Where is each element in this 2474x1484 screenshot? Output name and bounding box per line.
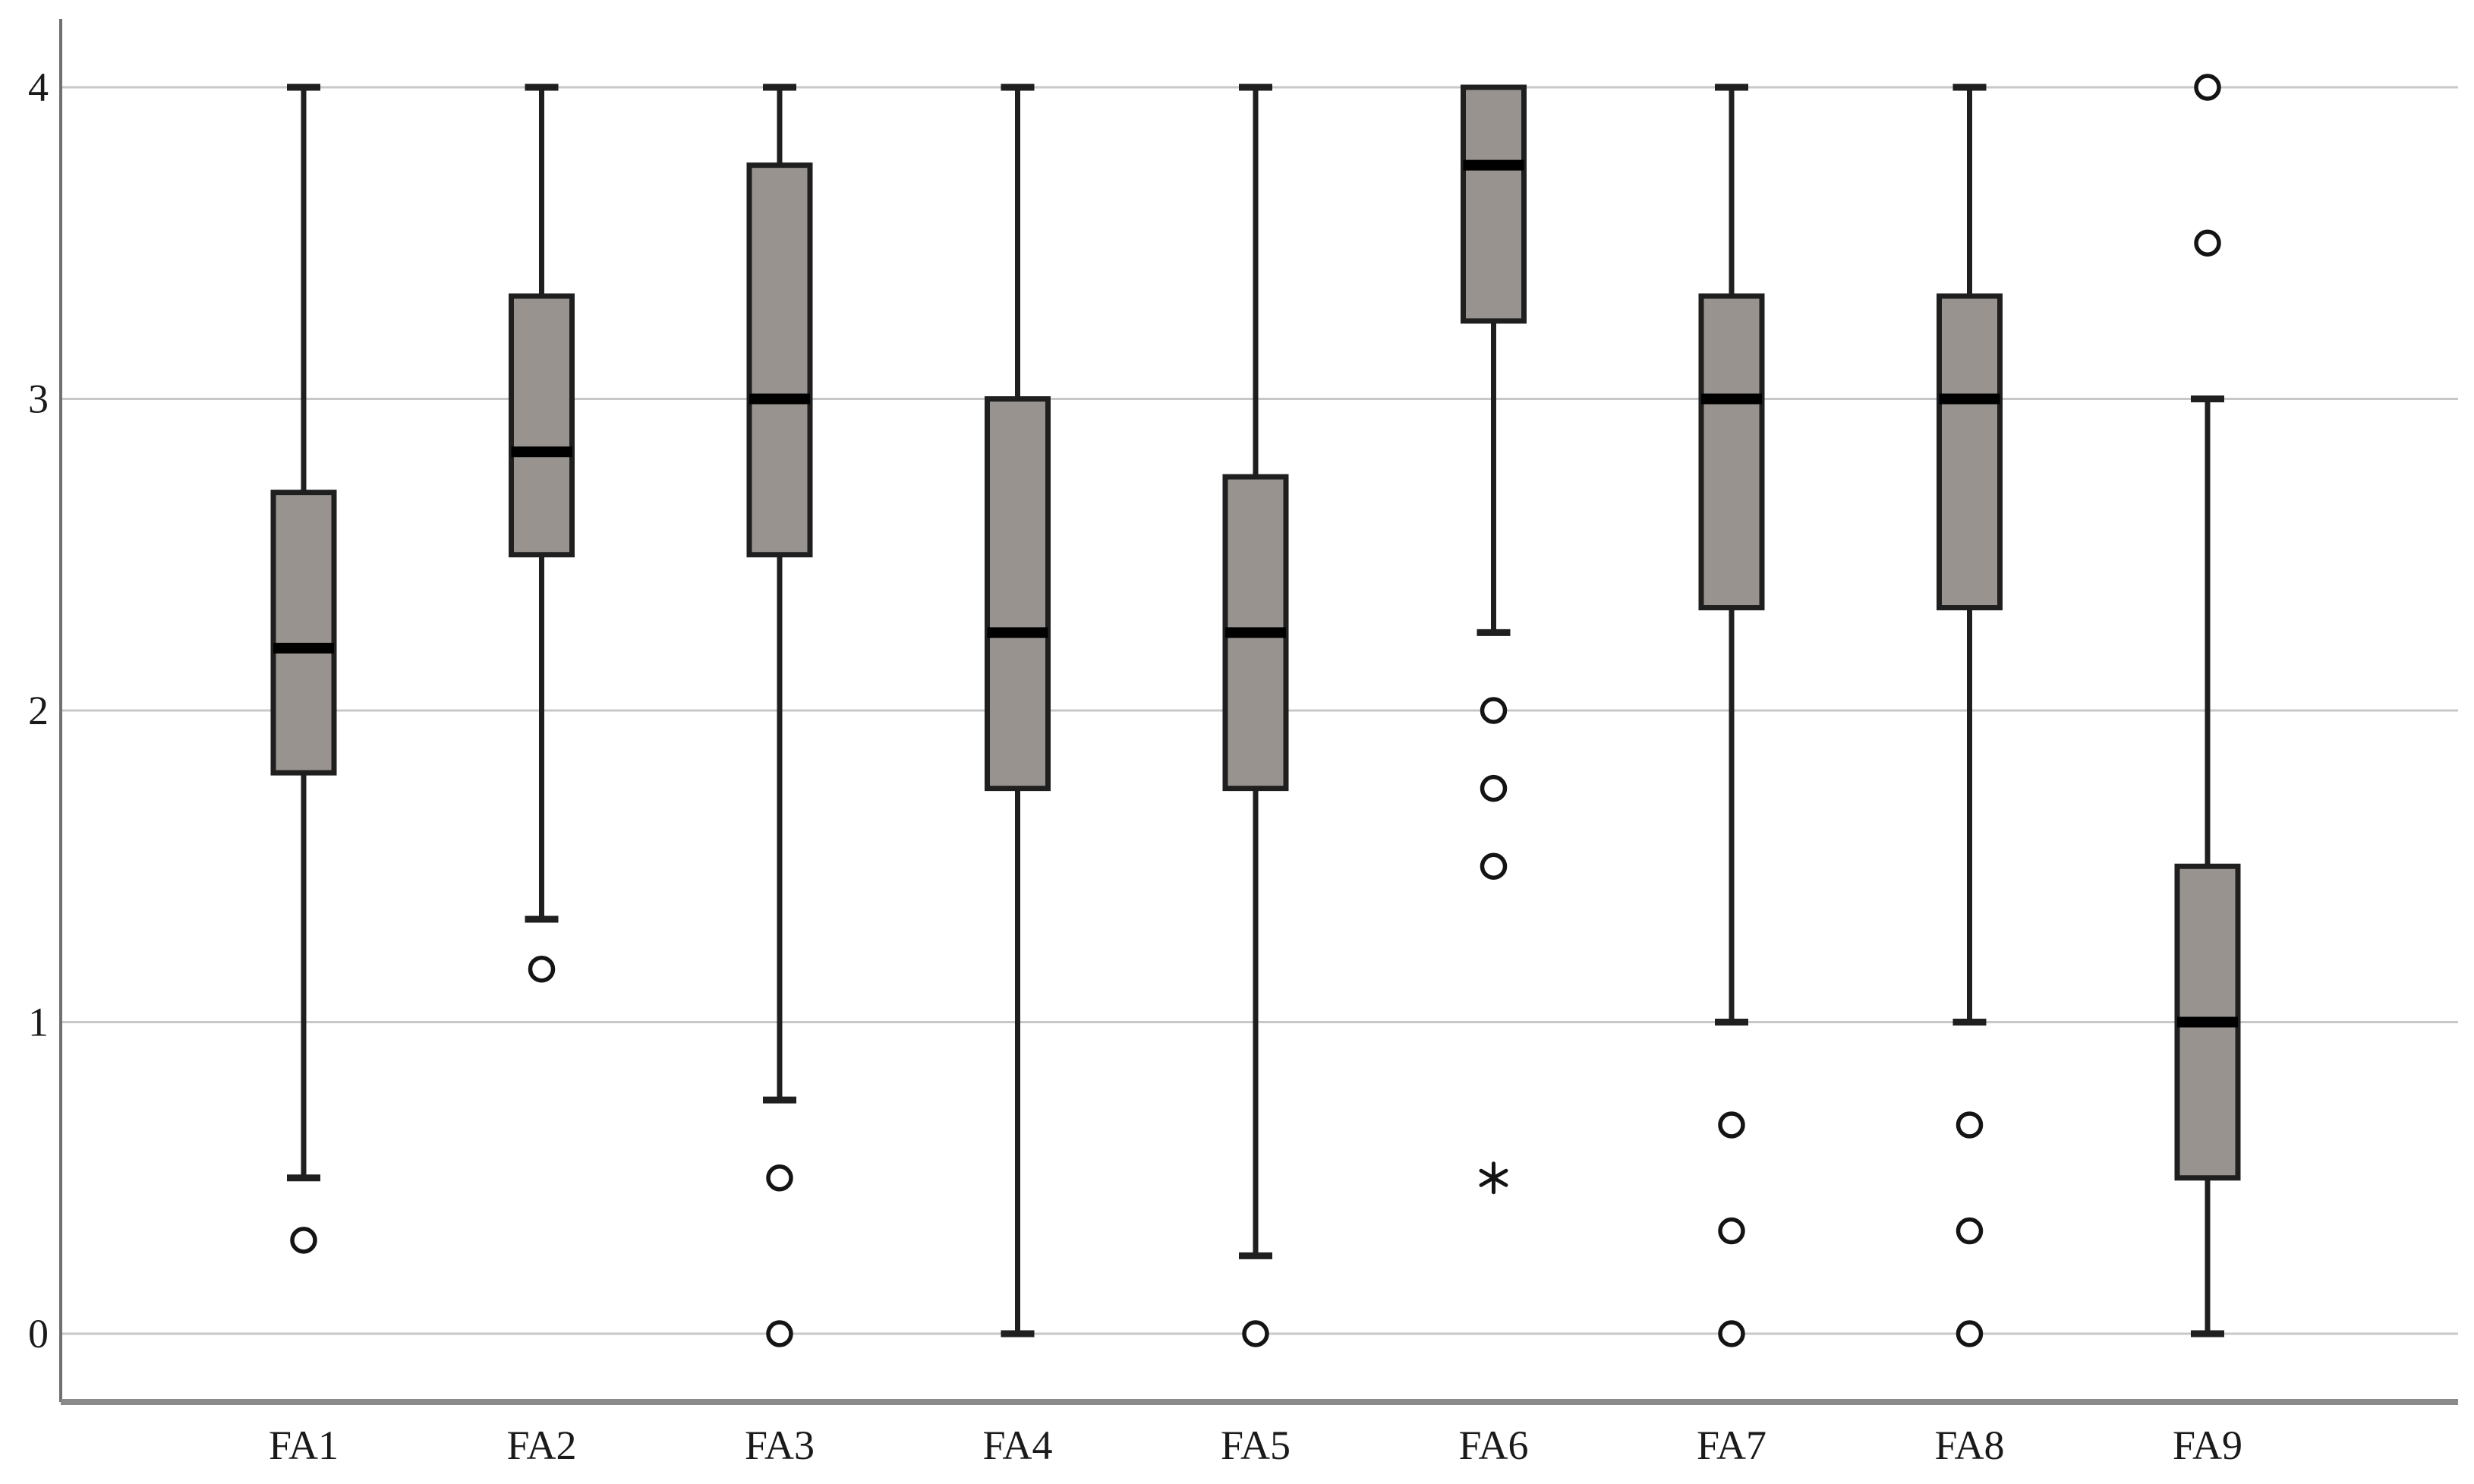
box-FA7	[1698, 293, 1765, 611]
x-axis-label-FA9: FA9	[2173, 1423, 2242, 1468]
outlier-circle-FA8	[1956, 1111, 1984, 1139]
x-axis-label-FA5: FA5	[1221, 1423, 1291, 1468]
box-FA2	[509, 293, 575, 558]
outlier-circle-FA7	[1718, 1320, 1745, 1347]
outlier-circle-FA9	[2194, 74, 2221, 101]
outlier-circle-FA7	[1718, 1111, 1745, 1139]
x-axis-label-FA6: FA6	[1458, 1423, 1528, 1468]
outlier-circle-FA8	[1956, 1217, 1984, 1245]
y-tick-label: 0	[28, 1311, 49, 1356]
box-FA6	[1461, 84, 1527, 324]
extreme-star-marker	[1479, 1161, 1508, 1195]
outlier-circle-FA6	[1480, 774, 1508, 802]
box-FA8	[1937, 293, 2003, 611]
outlier-circle-FA8	[1956, 1320, 1984, 1347]
box-FA3	[746, 162, 813, 558]
outlier-circle-FA6	[1480, 852, 1508, 880]
outlier-circle-FA6	[1480, 697, 1508, 724]
x-axis-label-FA3: FA3	[745, 1423, 815, 1468]
outlier-circle-FA3	[766, 1320, 793, 1347]
outlier-circle-FA3	[766, 1164, 793, 1192]
y-tick-label: 4	[28, 65, 49, 110]
x-axis-label-FA1: FA1	[269, 1423, 339, 1468]
x-axis-label-FA4: FA4	[982, 1423, 1052, 1468]
outlier-circle-FA2	[528, 955, 556, 983]
y-tick-label: 2	[28, 688, 49, 733]
outlier-circle-FA1	[290, 1227, 317, 1254]
box-FA1	[270, 490, 337, 776]
box-FA4	[985, 396, 1051, 792]
x-axis-label-FA7: FA7	[1697, 1423, 1766, 1468]
outlier-circle-FA5	[1242, 1320, 1269, 1347]
outlier-circle-FA7	[1718, 1217, 1745, 1245]
y-tick-label: 3	[28, 377, 49, 422]
x-axis-label-FA2: FA2	[506, 1423, 576, 1468]
outlier-circle-FA9	[2194, 229, 2221, 257]
y-tick-label: 1	[28, 1000, 49, 1045]
x-axis-label-FA8: FA8	[1934, 1423, 2004, 1468]
